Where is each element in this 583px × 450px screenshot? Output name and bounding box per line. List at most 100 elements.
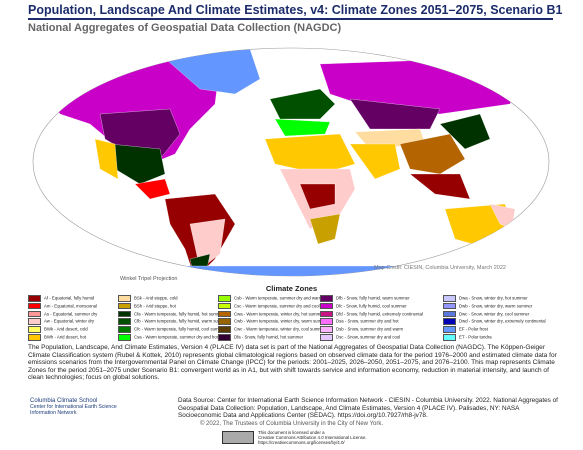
legend-swatch (218, 310, 231, 318)
license: This document is licensed under a Creati… (258, 430, 367, 445)
legend-label: Cwb - Warm temperate, winter dry, warm s… (234, 318, 329, 324)
legend-swatch (118, 334, 131, 341)
legend-item: Dwd - Snow, winter dry, extremely contin… (443, 318, 546, 325)
legend-label: Dfa - Snow, fully humid, hot summer (234, 334, 304, 340)
legend-swatch (118, 318, 131, 325)
legend-swatch (320, 326, 333, 333)
legend-swatch (443, 326, 456, 333)
legend-swatch (320, 302, 333, 310)
legend-label: Am - Equatorial, monsoonal (44, 303, 98, 309)
legend-label: Dwa - Snow, winter dry, hot summer (459, 295, 528, 301)
projection-label: Winkel Tripel Projection (120, 276, 177, 282)
legend-label: Dfc - Snow, fully humid, cool summer (336, 303, 407, 309)
map-credit: Map Credit: CIESIN, Columbia University,… (374, 265, 506, 271)
legend-swatch (118, 326, 131, 333)
legend-label: Dsa - Snow, summer dry and hot (336, 318, 399, 324)
legend-label: Cfb - Warm temperate, fully humid, warm … (134, 318, 229, 324)
legend-item: Csb - Warm temperate, summer dry and war… (218, 295, 322, 302)
legend-label: Dfb - Snow, fully humid, warm summer (336, 295, 410, 301)
cc-badge (222, 431, 254, 444)
legend-swatch (218, 302, 231, 310)
license-line: This document is licensed under a (258, 430, 325, 435)
data-source: Data Source: Center for International Ea… (178, 397, 558, 419)
legend-item: Dwc - Snow, winter dry, cool summer (443, 310, 529, 318)
legend-swatch (28, 295, 41, 302)
logo-line: Center for International Earth Science (30, 404, 117, 410)
copyright: © 2022, The Trustees of Columbia Univers… (199, 421, 384, 427)
legend-swatch (118, 310, 131, 318)
legend-swatch (320, 295, 333, 302)
legend-item: Cwa - Warm temperate, winter dry, hot su… (218, 310, 325, 318)
legend-item: Aw - Equatorial, winter dry (28, 318, 94, 325)
legend-label: Cfa - Warm temperate, fully humid, hot s… (134, 310, 225, 316)
legend-item: Dfd - Snow, fully humid, extremely conti… (320, 310, 423, 318)
legend-swatch (28, 318, 41, 325)
legend-label: BWh - Arid desert, hot (44, 334, 87, 340)
legend-label: Csb - Warm temperate, summer dry and war… (234, 295, 323, 301)
legend-swatch (28, 334, 41, 341)
legend-label: EF - Polar frost (459, 326, 488, 332)
logo-line: Columbia Climate School (30, 398, 98, 404)
legend-label: Cwc - Warm temperate, winter dry, cool s… (234, 326, 326, 332)
legend-label: Dwb - Snow, winter dry, warm summer (459, 303, 533, 309)
legend-label: Dwd - Snow, winter dry, extremely contin… (459, 318, 546, 324)
legend-item: Dsb - Snow, summer dry and warm (320, 326, 403, 333)
legend-item: Af - Equatorial, fully humid (28, 295, 94, 302)
legend-item: ET - Polar tundra (443, 334, 492, 341)
legend-swatch (443, 334, 456, 341)
legend-label: Dsb - Snow, summer dry and warm (336, 326, 404, 332)
legend-item: Dwb - Snow, winter dry, warm summer (443, 302, 533, 310)
legend-item: Csc - Warm temperate, summer dry and coo… (218, 302, 320, 310)
logo: Columbia Climate School Center for Inter… (30, 398, 180, 416)
legend-item: As - Equatorial, summer dry (28, 310, 98, 318)
legend-item: Cwb - Warm temperate, winter dry, warm s… (218, 318, 329, 325)
legend-item: Cfa - Warm temperate, fully humid, hot s… (118, 310, 225, 318)
legend-item: Csa - Warm temperate, summer dry and hot (118, 334, 218, 341)
legend-swatch (320, 310, 333, 318)
legend-swatch (118, 295, 131, 302)
title: Population, Landscape And Climate Estima… (28, 3, 562, 20)
legend: Af - Equatorial, fully humid Am - Equator… (28, 295, 568, 343)
legend-swatch (218, 326, 231, 333)
legend-item: Dfa - Snow, fully humid, hot summer (218, 334, 303, 341)
legend-swatch (28, 302, 41, 310)
legend-swatch (118, 302, 131, 310)
legend-label: Af - Equatorial, fully humid (44, 295, 95, 301)
legend-label: Dfd - Snow, fully humid, extremely conti… (336, 310, 423, 316)
legend-label: BSh - Arid steppe, hot (134, 303, 176, 309)
legend-swatch (320, 318, 333, 325)
legend-label: Csa - Warm temperate, summer dry and hot (134, 334, 218, 340)
legend-item: Dwa - Snow, winter dry, hot summer (443, 295, 528, 302)
map: Winkel Tripel Projection Map Credit: CIE… (32, 47, 550, 282)
legend-item: BWh - Arid desert, hot (28, 334, 86, 341)
legend-label: Cwa - Warm temperate, winter dry, hot su… (234, 310, 325, 316)
legend-item: Cwc - Warm temperate, winter dry, cool s… (218, 326, 326, 333)
legend-title: Climate Zones (265, 284, 318, 293)
legend-swatch (28, 310, 41, 318)
legend-item: Dfb - Snow, fully humid, warm summer (320, 295, 410, 302)
legend-item: Dfc - Snow, fully humid, cool summer (320, 302, 407, 310)
legend-item: BSk - Arid steppe, cold (118, 295, 177, 302)
logo-line: Information Network (30, 410, 77, 416)
legend-label: ET - Polar tundra (459, 334, 492, 340)
description: The Population, Landscape, And Climate E… (28, 344, 557, 382)
legend-label: Dsc - Snow, summer dry and cool (336, 334, 401, 340)
legend-label: Aw - Equatorial, winter dry (44, 318, 95, 324)
legend-item: BWk - Arid desert, cold (28, 326, 88, 333)
legend-swatch (443, 318, 456, 325)
legend-swatch (218, 295, 231, 302)
legend-swatch (218, 334, 231, 341)
legend-swatch (443, 310, 456, 318)
legend-label: Csc - Warm temperate, summer dry and coo… (234, 303, 320, 309)
legend-item: Dsa - Snow, summer dry and hot (320, 318, 399, 325)
subtitle: National Aggregates of Geospatial Data C… (28, 22, 342, 34)
legend-item: Cfc - Warm temperate, fully humid, cool … (118, 326, 226, 333)
legend-label: As - Equatorial, summer dry (44, 310, 98, 316)
legend-swatch (218, 318, 231, 325)
legend-swatch (443, 295, 456, 302)
legend-item: BSh - Arid steppe, hot (118, 302, 176, 310)
legend-label: Cfc - Warm temperate, fully humid, cool … (134, 326, 227, 332)
license-line: https://creativecommons.org/licenses/by/… (258, 440, 345, 445)
legend-item: EF - Polar frost (443, 326, 488, 333)
legend-swatch (28, 326, 41, 333)
